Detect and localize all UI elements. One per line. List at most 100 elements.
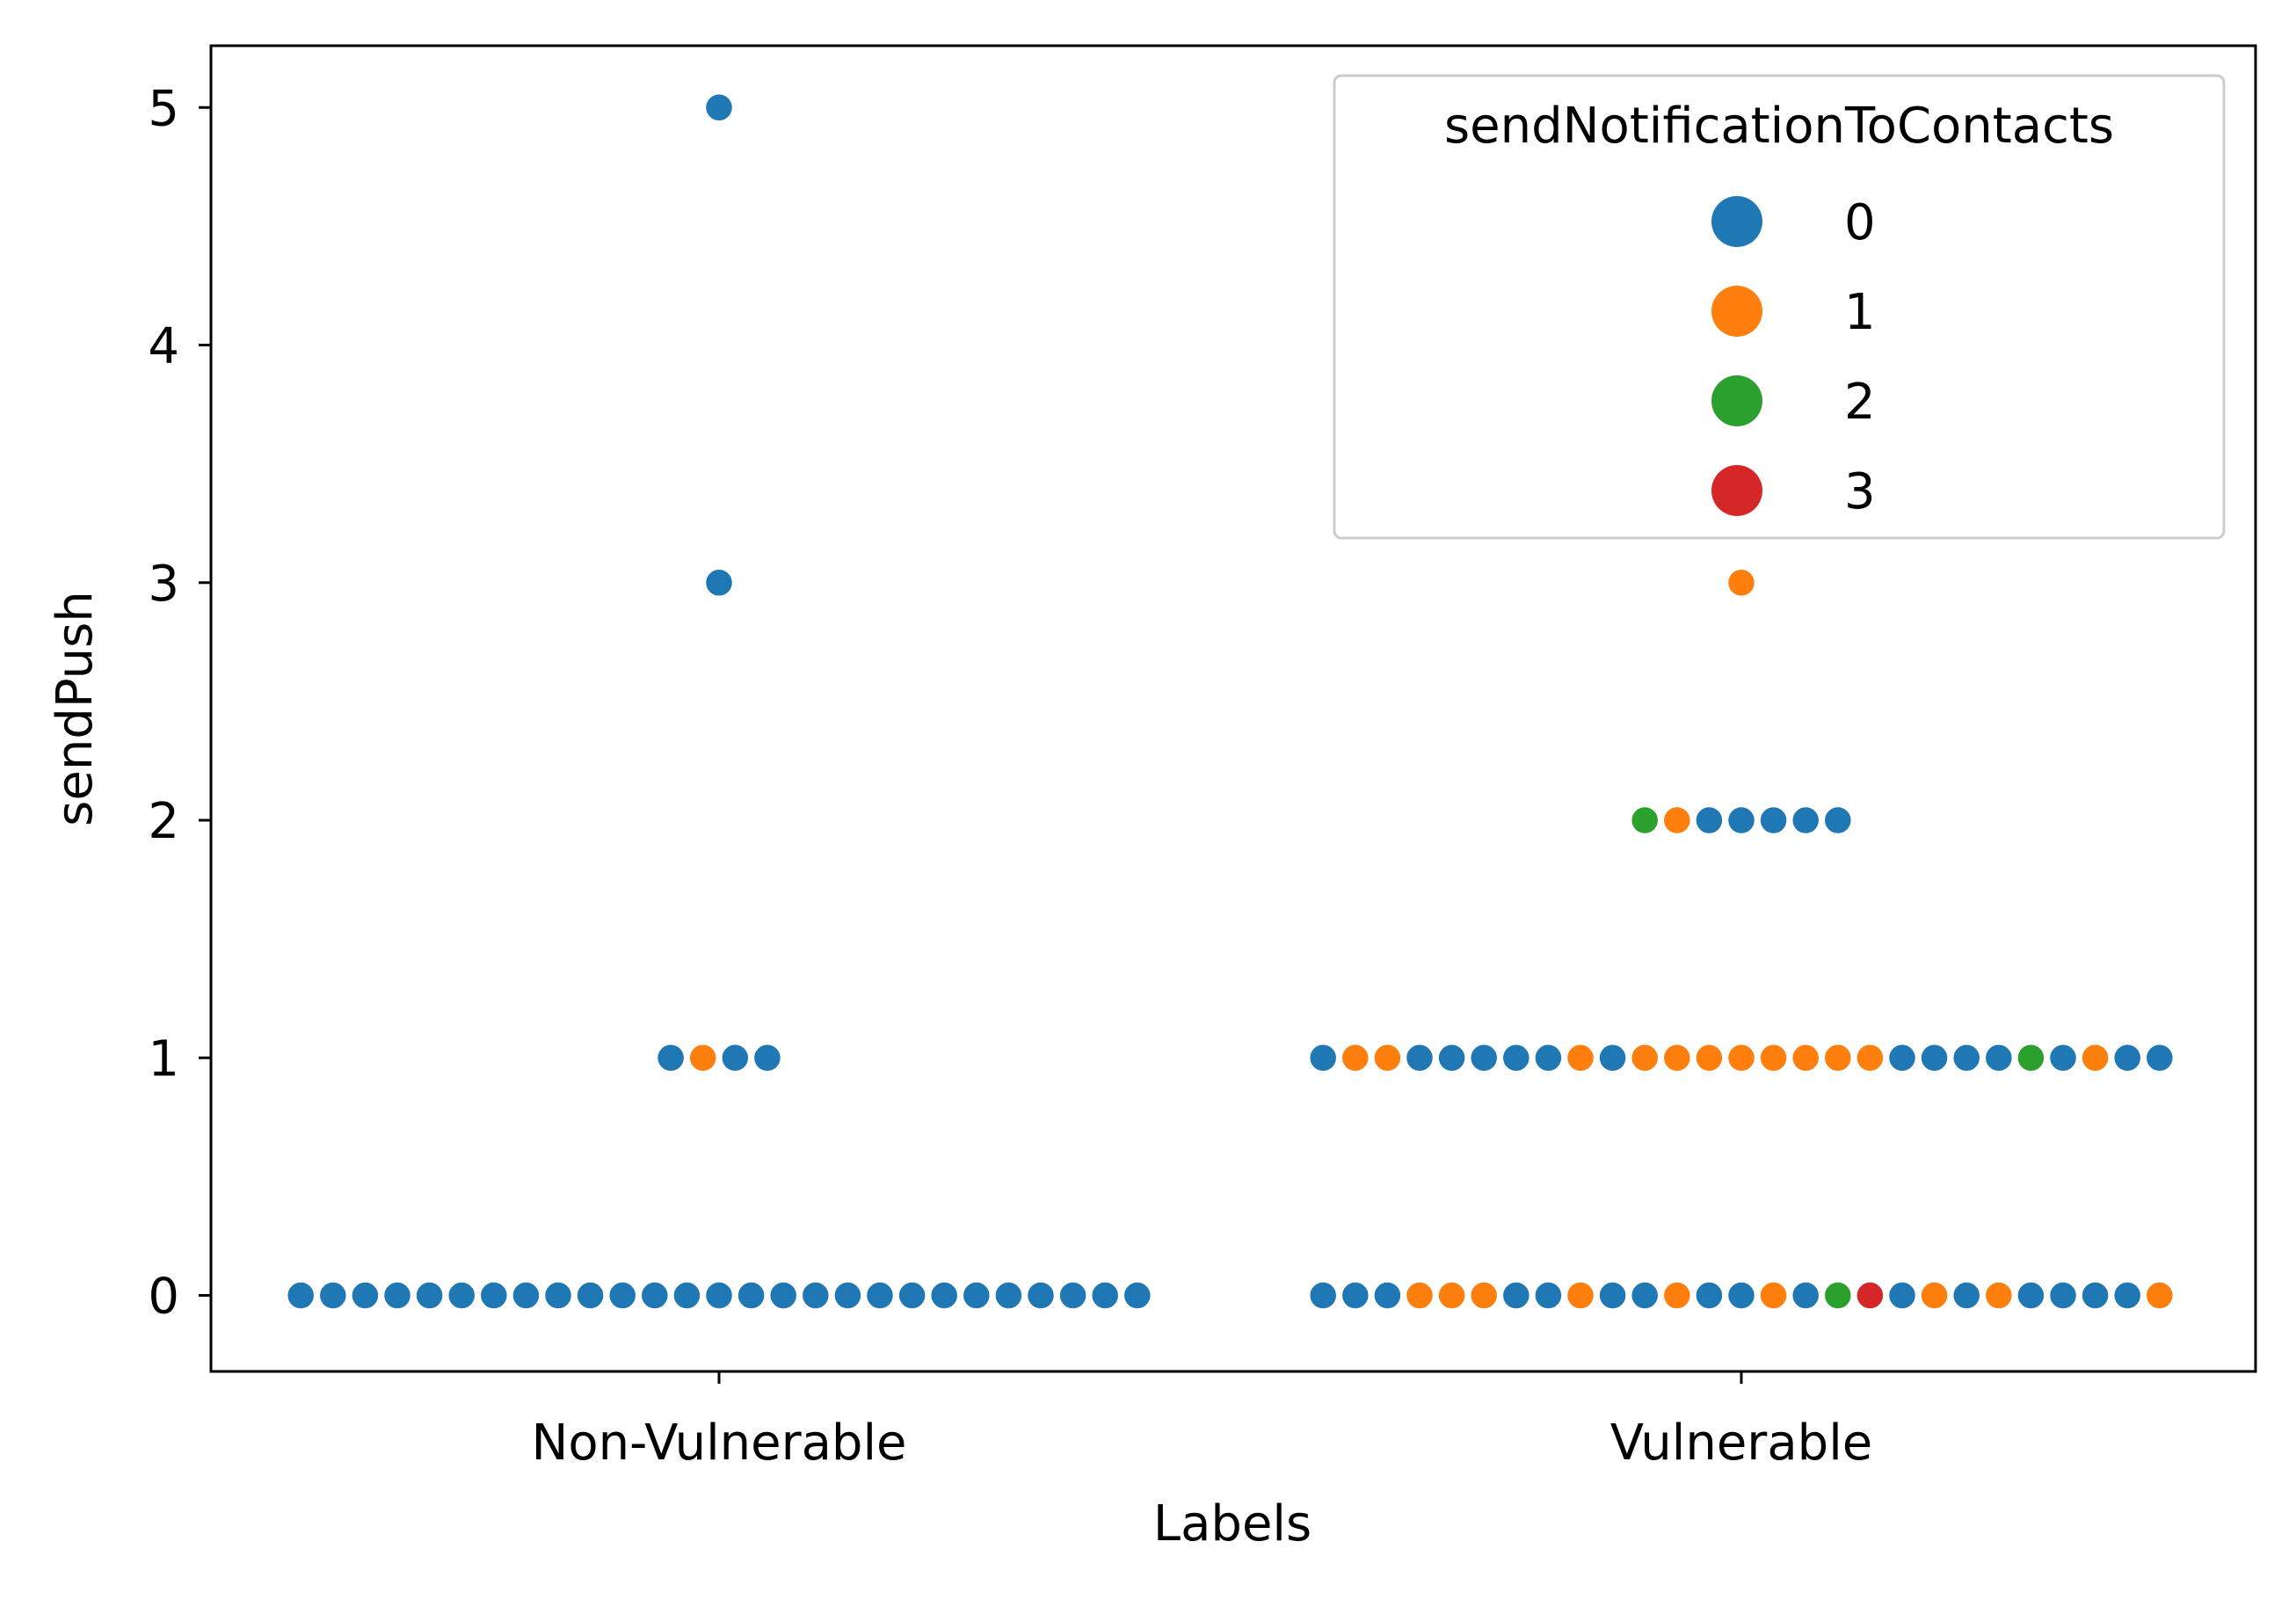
data-point	[478, 1280, 510, 1311]
data-point	[1533, 1043, 1564, 1073]
data-point	[1951, 1043, 1982, 1073]
y-tick-label: 0	[148, 1269, 179, 1326]
y-tick-label: 3	[148, 556, 179, 613]
data-point	[1307, 1280, 1339, 1311]
data-point	[1790, 1280, 1821, 1311]
data-point	[639, 1280, 671, 1311]
data-point	[1694, 804, 1725, 836]
data-point	[703, 1280, 735, 1311]
data-point	[1436, 1043, 1467, 1073]
data-point	[285, 1280, 316, 1311]
data-point	[1500, 1280, 1532, 1311]
legend-entry: 3	[1711, 463, 1876, 520]
data-point	[1822, 804, 1854, 836]
data-point	[542, 1280, 574, 1311]
data-point	[1726, 1280, 1757, 1311]
legend-marker	[1711, 286, 1762, 337]
legend-title: sendNotificationToContacts	[1444, 98, 2114, 155]
data-point	[1565, 1280, 1596, 1311]
data-point	[1694, 1280, 1725, 1311]
data-point	[672, 1280, 702, 1311]
legend: sendNotificationToContacts 0 1 2 3	[1333, 74, 2226, 540]
data-point	[1629, 804, 1660, 836]
y-tick-label: 1	[148, 1030, 179, 1087]
data-point	[414, 1280, 445, 1311]
data-point	[575, 1280, 606, 1311]
legend-label: 3	[1844, 463, 1876, 520]
data-point	[1122, 1280, 1153, 1311]
legend-box	[1333, 74, 2226, 540]
data-point	[1790, 1043, 1821, 1073]
data-point	[1886, 1280, 1918, 1311]
data-point	[1726, 567, 1757, 599]
x-tick-label: Non-Vulnerable	[532, 1415, 907, 1472]
data-point	[1404, 1280, 1435, 1311]
data-point	[2080, 1043, 2111, 1073]
x-axis-ticks: Non-Vulnerable Vulnerable	[532, 1371, 1872, 1472]
data-point	[1694, 1043, 1725, 1073]
data-point	[381, 1280, 413, 1311]
data-point	[1855, 1280, 1885, 1311]
data-point	[1597, 1280, 1628, 1311]
y-tick-label: 2	[148, 793, 179, 850]
y-tick-label: 4	[148, 318, 179, 375]
data-point	[2111, 1043, 2143, 1073]
data-point	[1983, 1043, 2015, 1073]
data-point	[1025, 1280, 1057, 1311]
data-point	[1758, 1043, 1789, 1073]
data-point	[1855, 1043, 1885, 1073]
data-point	[1372, 1043, 1403, 1073]
data-point	[1340, 1280, 1371, 1311]
data-point	[1404, 1043, 1435, 1073]
data-point	[655, 1043, 687, 1073]
data-point	[928, 1280, 960, 1311]
legend-marker	[1711, 375, 1762, 426]
data-point	[1983, 1280, 2015, 1311]
data-point	[1951, 1280, 1982, 1311]
data-points	[285, 92, 2176, 1311]
plot-frame	[209, 44, 2257, 1373]
data-point	[1629, 1280, 1660, 1311]
data-point	[767, 1280, 799, 1311]
data-point	[1307, 1043, 1339, 1073]
data-point	[1629, 1043, 1660, 1073]
data-point	[832, 1280, 863, 1311]
data-point	[752, 1043, 783, 1073]
data-point	[961, 1280, 992, 1311]
legend-marker	[1711, 465, 1762, 516]
legend-entry: 2	[1711, 374, 1876, 431]
data-point	[1822, 1280, 1854, 1311]
data-point	[511, 1280, 541, 1311]
data-point	[1758, 804, 1789, 836]
legend-label: 0	[1844, 194, 1876, 251]
y-axis-ticks: 0 1 2 3 4 5	[148, 80, 211, 1326]
data-point	[1468, 1280, 1500, 1311]
legend-label: 1	[1844, 284, 1876, 341]
data-point	[1919, 1043, 1950, 1073]
data-point	[1533, 1280, 1564, 1311]
data-point	[1436, 1280, 1467, 1311]
data-point	[1661, 1280, 1693, 1311]
data-point	[2047, 1280, 2079, 1311]
y-tick-label: 5	[148, 80, 179, 137]
data-point	[1790, 804, 1821, 836]
data-point	[1919, 1280, 1950, 1311]
legend-label: 2	[1844, 374, 1876, 431]
data-point	[1661, 1043, 1693, 1073]
data-point	[1886, 1043, 1918, 1073]
y-axis-label: sendPush	[47, 591, 104, 826]
x-tick-label: Vulnerable	[1610, 1415, 1872, 1472]
data-point	[2080, 1280, 2111, 1311]
data-point	[2111, 1280, 2143, 1311]
data-point	[1340, 1043, 1371, 1073]
data-point	[1758, 1280, 1789, 1311]
data-point	[2016, 1280, 2046, 1311]
data-point	[736, 1280, 767, 1311]
data-point	[1726, 1043, 1757, 1073]
data-point	[446, 1280, 477, 1311]
data-point	[1500, 1043, 1532, 1073]
legend-entry: 0	[1711, 194, 1876, 251]
data-point	[2016, 1043, 2046, 1073]
data-point	[864, 1280, 896, 1311]
